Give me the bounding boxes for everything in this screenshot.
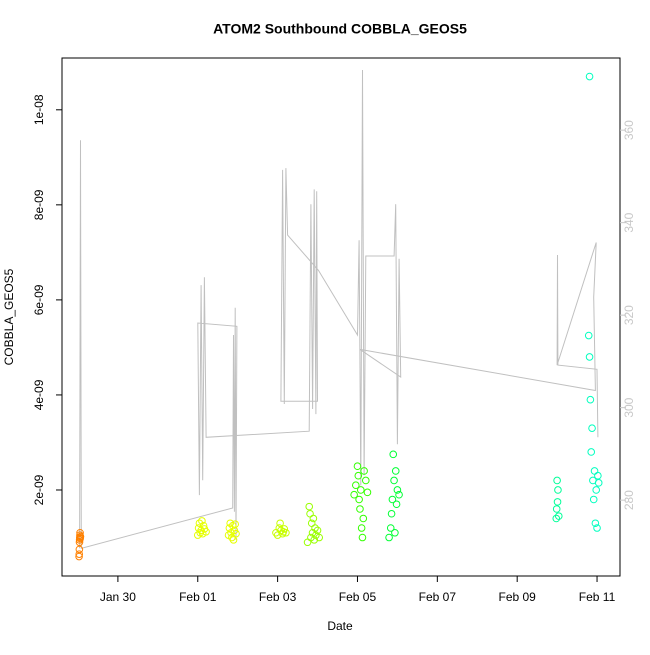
y-tick-label: 4e-09 bbox=[32, 379, 46, 410]
point bbox=[202, 528, 210, 536]
y-tick-label: 2e-09 bbox=[32, 474, 46, 505]
point bbox=[310, 536, 319, 544]
x-tick-label: Feb 11 bbox=[579, 590, 616, 604]
point bbox=[75, 550, 84, 558]
point bbox=[229, 536, 238, 544]
y2-tick-label: 300 bbox=[622, 397, 636, 417]
point bbox=[586, 395, 595, 404]
point bbox=[356, 486, 365, 494]
point bbox=[553, 476, 561, 485]
point bbox=[363, 488, 372, 497]
point bbox=[194, 524, 203, 532]
point bbox=[199, 521, 208, 530]
point bbox=[585, 72, 594, 81]
y2-tick-label: 360 bbox=[622, 120, 636, 140]
point bbox=[360, 467, 368, 475]
point bbox=[593, 524, 601, 532]
point bbox=[226, 519, 234, 528]
point bbox=[588, 424, 596, 433]
point bbox=[390, 476, 398, 485]
point bbox=[391, 467, 400, 475]
x-tick-label: Jan 30 bbox=[100, 590, 136, 604]
point bbox=[391, 528, 399, 537]
y-axis-label: COBBLA_GEOS5 bbox=[2, 268, 16, 365]
point bbox=[392, 500, 401, 509]
point bbox=[552, 514, 561, 523]
point bbox=[228, 533, 236, 542]
point bbox=[592, 486, 601, 494]
point bbox=[359, 514, 368, 523]
point bbox=[309, 514, 318, 523]
point bbox=[198, 517, 206, 525]
y-tick-label: 1e-08 bbox=[32, 94, 46, 125]
point bbox=[553, 498, 562, 506]
point bbox=[195, 519, 204, 528]
point bbox=[353, 462, 362, 471]
point bbox=[355, 495, 363, 504]
y-tick-label: 8e-09 bbox=[32, 189, 46, 220]
point bbox=[589, 495, 598, 504]
point bbox=[554, 512, 563, 520]
point bbox=[76, 528, 84, 537]
y2-tick-label: 340 bbox=[622, 212, 636, 232]
y2-tick-label: 320 bbox=[622, 305, 636, 325]
point bbox=[315, 533, 324, 542]
x-axis-label: Date bbox=[327, 619, 353, 633]
x-tick-label: Feb 03 bbox=[259, 590, 297, 604]
point bbox=[552, 505, 561, 513]
point bbox=[357, 524, 366, 532]
x-tick-label: Feb 09 bbox=[499, 590, 537, 604]
chart-title: ATOM2 Southbound COBBLA_GEOS5 bbox=[213, 21, 467, 37]
point bbox=[361, 476, 370, 485]
point bbox=[393, 486, 402, 494]
point bbox=[385, 533, 393, 542]
y-tick-label: 6e-09 bbox=[32, 284, 46, 315]
point bbox=[282, 528, 290, 537]
point bbox=[386, 524, 395, 532]
point bbox=[387, 509, 396, 518]
point bbox=[303, 538, 312, 547]
point bbox=[275, 524, 284, 532]
point bbox=[276, 519, 284, 528]
point bbox=[311, 524, 319, 532]
point bbox=[75, 545, 84, 554]
point bbox=[591, 519, 600, 528]
y2-tick-label: 280 bbox=[622, 490, 636, 510]
point bbox=[76, 532, 85, 541]
point bbox=[584, 331, 593, 340]
point bbox=[313, 526, 322, 535]
point bbox=[388, 495, 397, 504]
point bbox=[395, 490, 403, 499]
point bbox=[590, 467, 599, 475]
point bbox=[280, 525, 289, 533]
point bbox=[554, 486, 562, 494]
gray-line bbox=[79, 69, 599, 549]
point bbox=[352, 481, 360, 490]
point bbox=[232, 529, 240, 538]
point bbox=[356, 505, 364, 513]
point bbox=[358, 533, 367, 542]
point bbox=[231, 520, 239, 529]
point bbox=[587, 448, 596, 456]
x-tick-label: Feb 01 bbox=[179, 590, 217, 604]
point bbox=[75, 552, 83, 561]
x-tick-label: Feb 05 bbox=[339, 590, 377, 604]
point bbox=[594, 471, 602, 480]
point bbox=[389, 450, 398, 459]
point bbox=[75, 538, 84, 547]
point bbox=[354, 471, 363, 480]
plot-frame bbox=[61, 57, 621, 577]
point bbox=[350, 490, 358, 499]
point bbox=[305, 502, 314, 511]
point bbox=[594, 479, 603, 487]
point bbox=[306, 509, 314, 518]
x-tick-label: Feb 07 bbox=[419, 590, 457, 604]
point bbox=[585, 353, 594, 361]
